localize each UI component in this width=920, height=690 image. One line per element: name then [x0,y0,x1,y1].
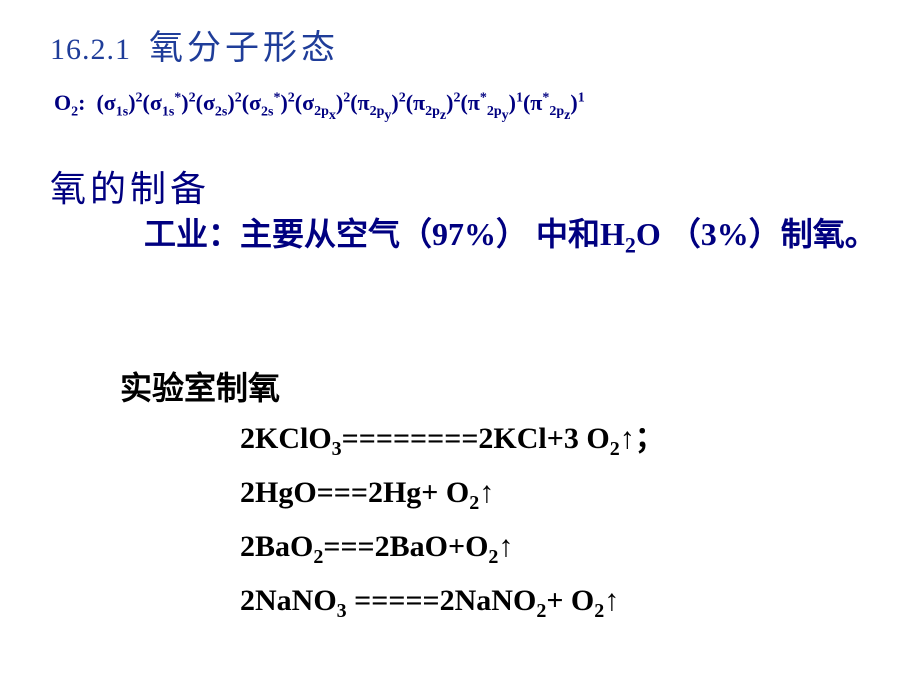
lab-title: 实验室制氧 [120,363,280,409]
mo-term-5-subsub: y [384,108,391,123]
mo-term-3-star: * [273,91,280,106]
mo-term-4-sup: 2 [343,91,350,106]
section-number: 16.2.1 [50,33,131,66]
industrial-line-1: 工业：主要从空气（97%） 中和H [80,216,625,252]
eq3-sub2: 2 [488,546,498,568]
eq3-lhs: 2BaO [240,530,313,563]
mo-term-8-sub: 2p [549,104,564,119]
o2-label: O [54,90,71,115]
industrial-line-2: O （3%）制氧。 [636,216,877,252]
mo-term-1-star: * [174,91,181,106]
mo-term-4-sub: 2p [314,104,329,119]
eq4-sub3: 2 [594,600,604,622]
mo-term-4-sym: σ [302,90,314,115]
eq3-sub1: 2 [313,546,323,568]
mo-term-0-sub: 1s [116,104,128,119]
equation-4: 2NaNO3 =====2NaNO2+ O2↑ [240,575,665,629]
equation-3: 2BaO2===2BaO+O2↑ [240,521,665,575]
mo-term-5-sup: 2 [399,91,406,106]
eq4-tail: + O [546,584,594,617]
equation-1: 2KClO3========2KCl+3 O2↑； [240,413,665,467]
mo-term-6-sub: 2p [425,104,440,119]
colon: : [78,90,85,115]
eq4-lhs: 2NaNO [240,584,337,617]
eq1-mid: ========2KCl+3 O [342,422,610,455]
mo-term-1-sym: σ [150,90,162,115]
eq1-tail: ↑； [620,422,665,455]
mo-term-3-sub: 2s [261,104,273,119]
mo-term-3-sym: σ [249,90,261,115]
eq1-rhs-sub: 2 [610,438,620,460]
mo-term-8-subsub: z [564,108,570,123]
mo-term-7-sub: 2p [487,104,502,119]
mo-term-1-sub: 1s [162,104,174,119]
eq4-sub1: 3 [337,600,347,622]
eq3-tail: ↑ [498,530,513,563]
eq4-tail2: ↑ [604,584,619,617]
industrial-h2o-sub: 2 [625,232,636,257]
mo-term-0-sym: σ [104,90,116,115]
molecular-orbital-config: O2: (σ1s)2(σ1s*)2(σ2s)2(σ2s*)2(σ2px)2(π2… [54,90,585,124]
mo-term-6-sup: 2 [453,91,460,106]
section-heading: 氧分子形态 [149,30,339,67]
eq2-sub: 2 [469,492,479,514]
equation-2: 2HgO===2Hg+ O2↑ [240,467,665,521]
mo-term-8-sup: 1 [578,91,585,106]
mo-term-7-star: * [480,91,487,106]
mo-term-7-sup: 1 [516,91,523,106]
industrial-text: 工业：主要从空气（97%） 中和H2O （3%）制氧。 [80,210,880,262]
eq1-lhs: 2KClO [240,422,332,455]
section-title: 16.2.1 氧分子形态 [50,20,339,69]
eq3-mid: ===2BaO+O [323,530,488,563]
mo-term-2-sup: 2 [235,91,242,106]
mo-term-5-sym: π [358,90,370,115]
mo-term-7-subsub: y [502,108,509,123]
slide: 16.2.1 氧分子形态 O2: (σ1s)2(σ1s*)2(σ2s)2(σ2s… [0,0,920,690]
mo-term-2-sym: σ [203,90,215,115]
mo-term-2-sub: 2s [215,104,227,119]
mo-term-4-subsub: x [329,108,336,123]
eq4-sub2: 2 [536,600,546,622]
preparation-title: 氧的制备 [50,160,210,212]
eq4-mid: =====2NaNO [347,584,537,617]
mo-term-0-sup: 2 [136,91,143,106]
equations-block: 2KClO3========2KCl+3 O2↑； 2HgO===2Hg+ O2… [240,413,665,629]
mo-term-5-sub: 2p [370,104,385,119]
eq2-lhs: 2HgO===2Hg+ O [240,476,469,509]
mo-term-7-sym: π [468,90,480,115]
eq1-lhs-sub: 3 [332,438,342,460]
mo-term-6-subsub: z [440,108,446,123]
eq2-tail: ↑ [479,476,494,509]
mo-term-3-sup: 2 [288,91,295,106]
mo-term-6-sym: π [413,90,425,115]
mo-term-8-sym: π [530,90,542,115]
mo-term-1-sup: 2 [189,91,196,106]
